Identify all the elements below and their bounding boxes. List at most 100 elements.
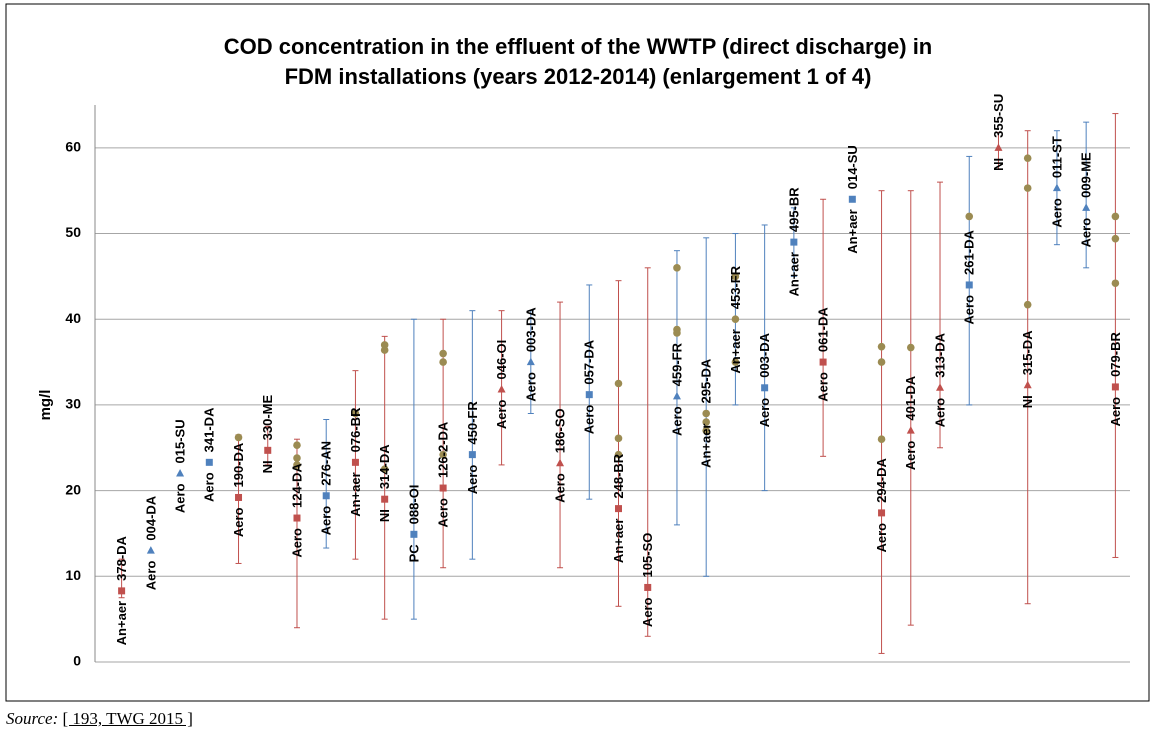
marker-square [819,358,827,366]
marker-square [351,458,359,466]
source-link[interactable]: [ 193, TWG 2015 ] [62,709,193,728]
marker-triangle [994,143,1003,151]
marker-triangle [526,357,535,366]
marker-circle [906,343,915,352]
marker-circle [1111,212,1120,221]
marker-circle [1023,300,1032,309]
installation-type: Aero [143,561,158,591]
installation-type: Aero [202,472,217,502]
marker-circle [439,349,447,358]
marker-triangle [176,468,185,477]
marker-circle [731,358,740,366]
installation-type: Aero [289,528,304,558]
installation-id: 046-OI [494,340,509,380]
marker-triangle [1023,380,1032,389]
installation-id: 088-OI [406,485,421,525]
marker-circle [1023,184,1032,192]
installation-id: 261-DA [962,230,977,275]
installation-type: Aero [1079,218,1094,248]
chart-title: FDM installations (years 2012-2014) (enl… [285,64,872,89]
marker-circle [731,272,740,281]
marker-circle [731,315,740,324]
marker-square [1111,383,1119,391]
marker-circle [614,379,623,388]
marker-square [235,493,243,501]
marker-square [293,514,301,522]
y-tick-label: 0 [73,653,81,669]
marker-triangle [1052,183,1061,192]
installation-type: Aero [1049,198,1064,228]
installation-type: Aero [874,523,889,553]
y-tick-label: 10 [65,567,81,583]
marker-triangle [906,426,915,434]
marker-triangle [146,546,155,554]
installation-type: Aero [903,441,918,471]
marker-triangle [556,458,565,467]
marker-square [615,505,622,513]
marker-square [585,391,593,399]
installation-type: Aero [523,372,538,402]
installation-type: Aero [436,498,451,528]
installation-id: 003-DA [523,307,538,352]
installation-id: 004-DA [143,495,158,540]
marker-square [205,458,213,466]
marker-square [322,492,330,500]
installation-type: Aero [582,405,597,435]
installation-type: NI [377,509,392,522]
installation-type: Aero [319,506,334,536]
marker-square [410,530,418,538]
installation-type: PC [406,544,421,563]
installation-type: Aero [669,406,684,436]
installation-id: 248-BR [611,453,626,498]
marker-circle [702,409,710,418]
installation-id: 009-ME [1079,152,1094,198]
installation-type: Aero [465,465,480,495]
installation-id: 330-ME [260,394,275,440]
y-tick-label: 40 [65,310,81,326]
installation-type: Aero [962,295,977,325]
installation-type: Aero [932,398,947,428]
marker-square [761,384,769,392]
marker-circle [293,461,301,469]
installation-type: Aero [640,597,655,627]
marker-circle [673,264,681,272]
marker-circle [351,409,360,418]
marker-triangle [1082,203,1091,211]
installation-id: 186-SO [552,408,567,453]
installation-id: 295-DA [699,358,714,403]
installation-id: 011-ST [1049,136,1064,178]
installation-id: 341-DA [202,407,217,452]
installation-id: 126-2-DA [436,421,451,478]
marker-circle [702,426,710,435]
marker-circle [877,358,886,366]
installation-type: NI [1020,395,1035,408]
installation-type: An+aer [786,252,801,296]
installation-id: 105-SO [640,533,655,578]
marker-square [790,238,798,246]
marker-circle [702,418,710,426]
y-tick-label: 50 [65,224,81,240]
marker-triangle [672,391,681,400]
installation-id: 314-DA [377,444,392,489]
chart-border [5,3,1150,702]
marker-square [118,587,126,595]
installation-id: 401-DA [903,375,918,420]
installation-id: 124-DA [289,463,304,508]
marker-circle [380,346,389,354]
installation-id: 003-DA [757,332,772,377]
marker-circle [380,465,389,473]
installation-id: 355-SU [991,94,1006,138]
installation-id: 057-DA [582,339,597,384]
installation-type: An+aer [611,519,626,563]
marker-circle [293,454,301,462]
installation-type: Aero [173,483,188,513]
y-tick-label: 60 [65,139,81,155]
y-tick-label: 30 [65,396,81,412]
installation-type: Aero [816,372,831,402]
installation-id: 313-DA [932,332,947,377]
marker-circle [673,329,681,337]
marker-triangle [936,383,945,391]
marker-circle [439,358,447,366]
marker-circle [1111,279,1120,288]
